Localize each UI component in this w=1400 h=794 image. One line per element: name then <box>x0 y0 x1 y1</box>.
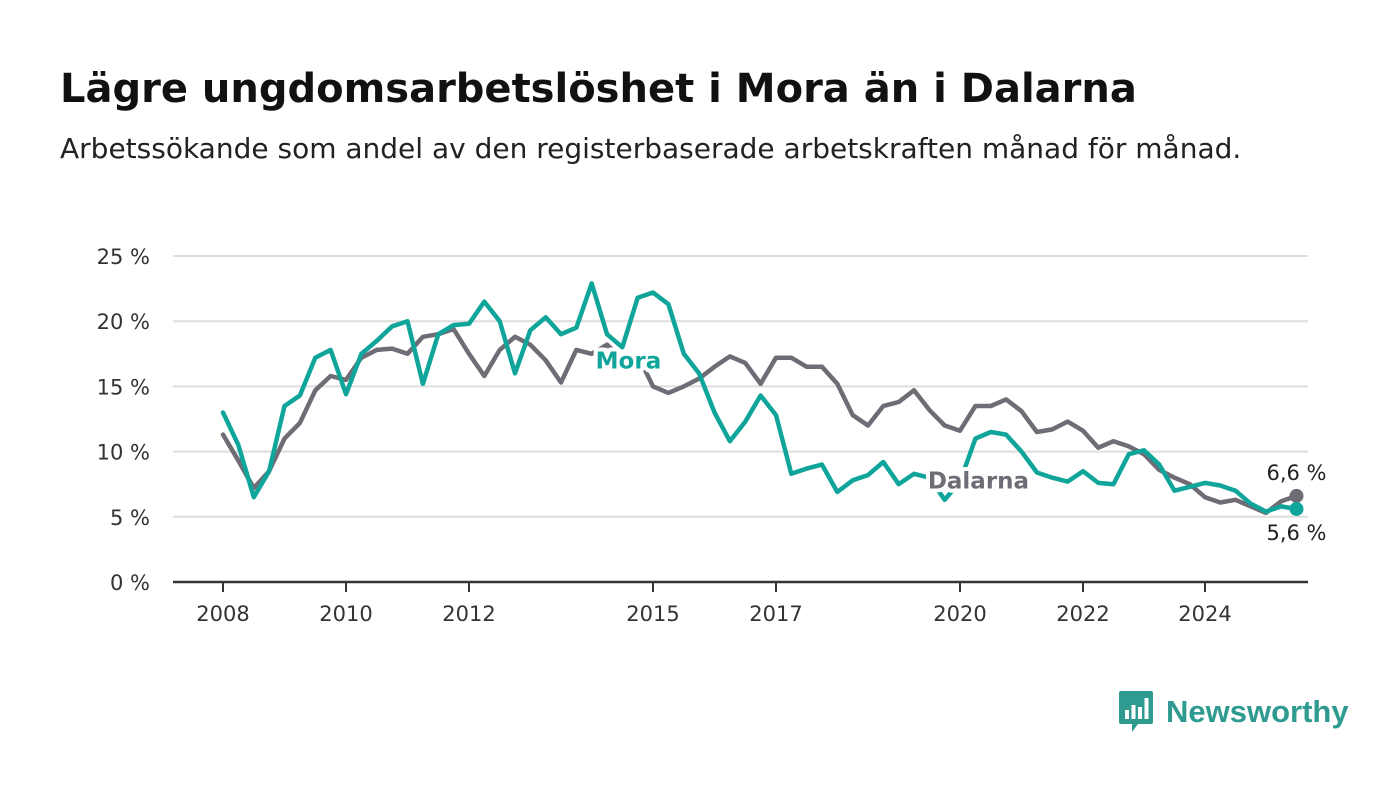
series-label-mora: Mora <box>596 348 662 374</box>
series-line-dalarna <box>220 326 1299 516</box>
y-axis-tick-labels: 0 % 5 % 10 % 15 % 20 % 25 % <box>97 245 150 595</box>
brand-name: Newsworthy <box>1166 694 1349 729</box>
gridlines <box>173 255 1308 518</box>
x-tick-label-2015: 2015 <box>626 602 679 626</box>
y-tick-label-0: 0 % <box>110 571 150 595</box>
x-tick-label-2020: 2020 <box>933 602 986 626</box>
x-axis: 2008 2010 2012 2015 2017 2020 2022 2024 <box>173 580 1308 626</box>
endpoint-dot-mora <box>1289 501 1304 516</box>
x-tick-label-2010: 2010 <box>319 602 372 626</box>
series-line-mora <box>220 281 1299 514</box>
y-tick-label-10: 10 % <box>97 441 150 465</box>
y-tick-label-5: 5 % <box>110 506 150 530</box>
end-label-dalarna: 6,6 % <box>1266 461 1326 485</box>
x-tick-label-2022: 2022 <box>1056 602 1109 626</box>
x-tick-label-2017: 2017 <box>749 602 802 626</box>
y-tick-label-25: 25 % <box>97 245 150 269</box>
x-tick-label-2024: 2024 <box>1178 602 1231 626</box>
newsworthy-logo: Newsworthy <box>1118 690 1349 734</box>
x-tick-label-2012: 2012 <box>442 602 495 626</box>
series-endpoints: 6,6 % 5,6 % <box>1266 461 1326 545</box>
y-tick-label-20: 20 % <box>97 310 150 334</box>
newsworthy-chart-bubble-icon <box>1119 691 1153 732</box>
series-lines <box>220 281 1299 516</box>
chart-title: Lägre ungdomsarbetslöshet i Mora än i Da… <box>60 66 1137 112</box>
endpoint-dot-dalarna <box>1289 488 1304 503</box>
chart-subtitle: Arbetssökande som andel av den registerb… <box>60 132 1242 165</box>
series-labels: Mora Dalarna <box>592 344 1033 498</box>
y-tick-label-15: 15 % <box>97 375 150 399</box>
series-label-dalarna: Dalarna <box>928 468 1029 494</box>
x-tick-label-2008: 2008 <box>196 602 249 626</box>
end-label-mora: 5,6 % <box>1266 521 1326 545</box>
